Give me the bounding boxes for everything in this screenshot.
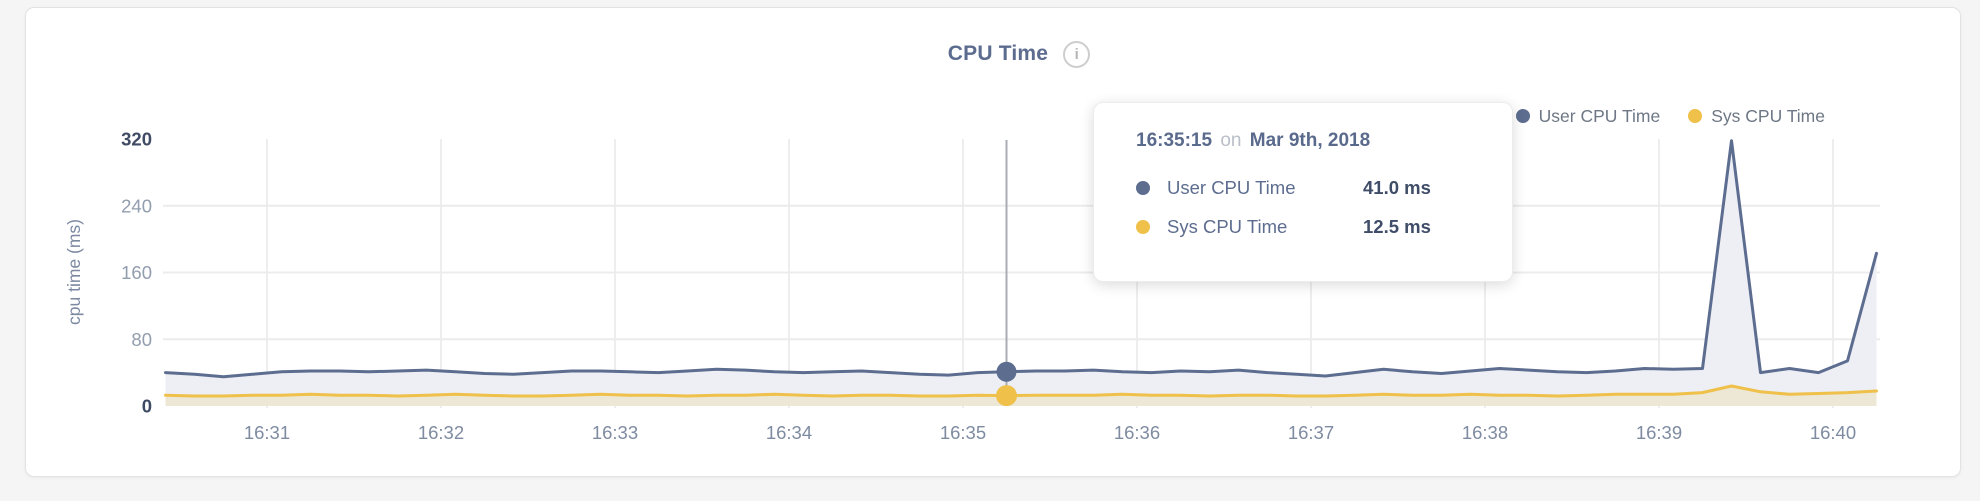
chart-legend: User CPU Time Sys CPU Time (1515, 104, 1825, 128)
info-icon[interactable]: i (1063, 40, 1091, 68)
tooltip-header: 16:35:15 on Mar 9th, 2018 (1136, 130, 1512, 158)
highlight-point-sys[interactable] (996, 385, 1017, 407)
y-tick-label: 320 (121, 129, 152, 150)
x-tick-label: 16:33 (592, 422, 638, 443)
x-tick-label: 16:40 (1810, 422, 1856, 443)
y-tick-label: 0 (142, 396, 152, 417)
y-tick-label: 80 (131, 329, 152, 350)
y-axis-title: cpu time (ms) (64, 219, 84, 325)
tooltip-time: 16:35:15 (1136, 130, 1213, 151)
legend-label-sys: Sys CPU Time (1711, 105, 1825, 126)
x-tick-label: 16:35 (940, 422, 986, 443)
x-tick-label: 16:32 (418, 422, 464, 443)
tooltip-dot-user-icon (1136, 180, 1150, 195)
y-tick-label: 160 (121, 262, 152, 283)
legend-dot-user-icon (1515, 109, 1530, 123)
highlight-point-user[interactable] (996, 361, 1017, 382)
x-tick-label: 16:39 (1636, 422, 1682, 443)
sys-cpu-line (164, 384, 1878, 398)
chart-header: CPU Time i (51, 38, 1980, 70)
legend-dot-sys-icon (1688, 109, 1703, 123)
chart-tooltip: 16:35:15 on Mar 9th, 2018 User CPU Time … (1093, 102, 1513, 282)
tooltip-row-sys: Sys CPU Time 12.5 ms (1136, 207, 1512, 246)
x-tick-label: 16:38 (1462, 422, 1508, 443)
tooltip-rows: User CPU Time 41.0 ms Sys CPU Time 12.5 … (1136, 168, 1512, 246)
tooltip-value-user: 41.0 ms (1363, 176, 1431, 198)
x-tick-label: 16:37 (1288, 422, 1334, 443)
y-tick-label: 240 (121, 195, 152, 216)
tooltip-row-user: User CPU Time 41.0 ms (1136, 168, 1512, 207)
legend-item-sys-cpu[interactable]: Sys CPU Time (1688, 106, 1825, 127)
x-tick-label: 16:36 (1114, 422, 1160, 443)
tooltip-dot-sys-icon (1136, 219, 1150, 234)
tooltip-value-sys: 12.5 ms (1363, 215, 1431, 237)
tooltip-label-sys: Sys CPU Time (1167, 215, 1288, 237)
user-cpu-area (165, 140, 1877, 406)
tooltip-label-user: User CPU Time (1167, 176, 1296, 198)
tooltip-date: Mar 9th, 2018 (1249, 130, 1371, 151)
x-tick-label: 16:34 (766, 422, 812, 443)
user-cpu-line (164, 139, 1878, 379)
chart-title: CPU Time (947, 42, 1049, 65)
legend-label-user: User CPU Time (1538, 105, 1661, 126)
legend-item-user-cpu[interactable]: User CPU Time (1515, 105, 1661, 127)
x-tick-label: 16:31 (244, 422, 290, 443)
tooltip-connector: on (1220, 130, 1242, 151)
